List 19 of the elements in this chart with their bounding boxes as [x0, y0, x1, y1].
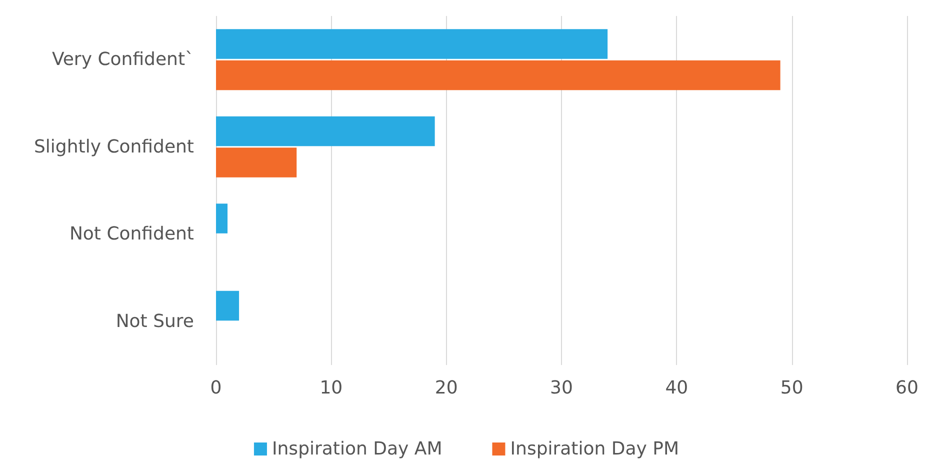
x-tick-label: 50: [780, 378, 804, 398]
bar: [216, 148, 297, 178]
x-tick-label: 40: [665, 378, 688, 398]
bar: [216, 290, 240, 321]
bar: [216, 116, 435, 146]
y-tick-label: Not Sure: [116, 310, 194, 332]
y-tick-label: Slightly Confident: [34, 136, 194, 158]
x-tick-label: 20: [434, 378, 458, 398]
legend-label: Inspiration Day PM: [510, 438, 680, 460]
bar: [216, 29, 608, 59]
y-tick-label: Not Confident: [69, 224, 194, 245]
x-tick-label: 60: [896, 378, 918, 398]
bar: [216, 204, 228, 234]
x-tick-label: 0: [210, 378, 222, 398]
x-tick-label: 30: [550, 378, 573, 398]
bar: [216, 60, 780, 90]
legend-label: Inspiration Day AM: [272, 438, 442, 460]
x-tick-label: 10: [320, 378, 343, 398]
y-tick-label: Very Confident`: [52, 49, 194, 70]
